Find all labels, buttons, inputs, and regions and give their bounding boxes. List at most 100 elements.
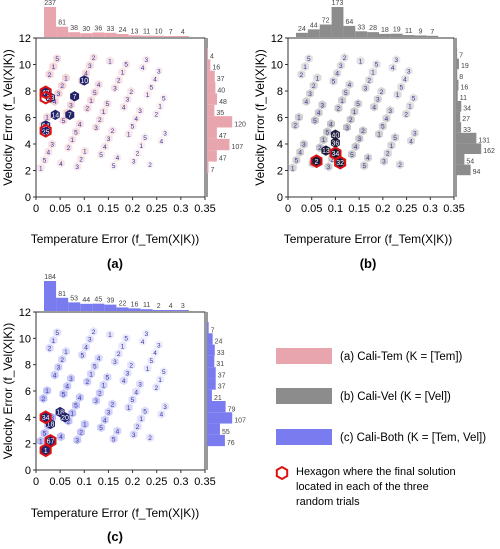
x-tick-label: 0.25 [396,203,417,215]
hexbin-cell [324,162,333,172]
hexbin-cell [54,362,63,372]
hexbin-cell [80,146,89,156]
hexbin-dense-count: 36 [332,140,340,147]
hexbin-cell-count: 2 [337,106,341,113]
hexbin-cell-count: 4 [366,155,370,162]
hexbin-cell-count: 5 [99,152,103,159]
hexbin-cell [49,335,58,345]
final-solution-hexagon [39,410,52,425]
legend-swatch [276,429,332,445]
hexbin-cell [132,387,141,397]
top-marginal-count: 72 [322,18,330,25]
legend-label: (b) Cali-Vel (K = [Vel]) [340,391,451,403]
hexbin-cell-count: 4 [53,373,57,380]
right-marginal-count: 7 [459,53,463,60]
hexbin-cell-count: 3 [113,85,117,92]
top-marginal-bar [426,35,439,37]
hexbin-cell [36,163,45,173]
hexbin-cell-count: 2 [111,128,115,135]
hexbin-cell [299,139,308,149]
hexbin-cell-count: 5 [62,118,66,125]
right-marginal-bar [207,412,233,424]
hexbin-cell-count: 4 [134,389,138,396]
right-marginal-bar [456,90,458,101]
hexbin-dense-count: 18 [56,410,64,417]
right-marginal-count: 107 [234,418,246,425]
hexbin-cell [319,135,328,145]
hexbin-cell [350,106,359,117]
right-marginal-bar [207,423,220,435]
right-marginal-count: 4 [210,53,214,60]
x-tick-label: 0.3 [423,203,438,215]
hexbin-cell [80,419,89,429]
hexbin-cell-count: 3 [50,415,54,422]
right-marginal-bar [456,48,458,59]
hexbin-cell-count: 2 [79,156,83,163]
hexbin-cell [297,69,306,79]
hexbin-cell [327,119,335,129]
hexbin-cell [302,96,311,106]
hexbin-cell [141,132,149,142]
hexbin-cell [309,81,318,91]
panel-label: (b) [360,256,377,271]
hexbin-cell-count: 2 [117,78,121,85]
hexbin-cell-count: 5 [55,56,59,63]
hexbin-cell [122,59,131,69]
hexbin-cell [396,159,404,170]
hexbin-cell-count: 1 [121,70,125,77]
hexbin-cell-count: 3 [88,337,92,344]
hexbin-cell-count: 1 [102,109,106,116]
hexbin-cell-count: 5 [393,135,397,142]
hexbin-cell [152,382,161,392]
hexbin-cell-count: 1 [353,109,357,116]
hexbin-cell [109,434,118,444]
hexbin-cell [402,109,411,119]
hexbin-cell-count: 1 [83,148,87,155]
hexbin-cell-count: 5 [80,352,84,359]
hexbin-cell [72,400,80,410]
right-marginal-count: 47 [219,133,227,140]
top-marginal-bar [355,31,368,37]
right-marginal-count: 27 [462,116,470,123]
right-marginal-bar [207,161,209,173]
hexbin-cell [110,357,119,367]
right-marginal-count: 37 [218,384,226,391]
hexbin-cell [89,326,98,336]
right-marginal-count: 35 [216,110,224,117]
y-tick-label: 0 [277,192,283,204]
hexbin-cell-count: 4 [65,384,69,391]
hexbin-cell-count: 3 [113,359,117,366]
hexbin-cell [294,112,303,122]
hexbin-cell-count: 3 [364,85,368,92]
hexbin-dense-count: 25 [42,130,50,137]
hexbin-cell-count: 5 [162,96,166,103]
x-tick-label: 0 [33,476,39,488]
right-marginal-count: 55 [222,429,230,436]
hexbin-cell-count: 3 [132,432,136,439]
right-marginal-count: 21 [214,395,222,402]
top-marginal-count: 19 [393,27,401,34]
right-marginal-bar [207,344,215,356]
hexbin-cell [103,372,112,382]
hexbin-cell [407,136,416,146]
top-marginal-count: 11 [143,29,150,36]
hexbin-cell-count: 3 [50,142,54,149]
right-marginal-bar [207,82,216,94]
hexbin-cell [334,103,343,113]
hexbin-dense-count: 7 [73,94,77,101]
top-marginal-count: 44 [82,297,90,304]
hexbin-cell-count: 2 [92,329,96,336]
hexbin-cell-count: 3 [376,97,380,104]
hexbin-cell [354,99,363,109]
hexbin-cell-count: 4 [78,121,82,128]
x-tick-label: 0.2 [375,203,390,215]
hexbin-cell-count: 3 [308,91,312,98]
y-tick-label: 10 [271,60,283,72]
top-marginal-count: 7 [430,29,434,36]
hexbin-cell [95,114,104,124]
hexbin-cell [137,414,146,424]
top-marginal-count: 16 [131,301,139,308]
hexbin-cell-count: 2 [380,89,384,96]
hexbin-cell-count: 4 [160,138,164,145]
top-marginal-bar [307,29,320,37]
